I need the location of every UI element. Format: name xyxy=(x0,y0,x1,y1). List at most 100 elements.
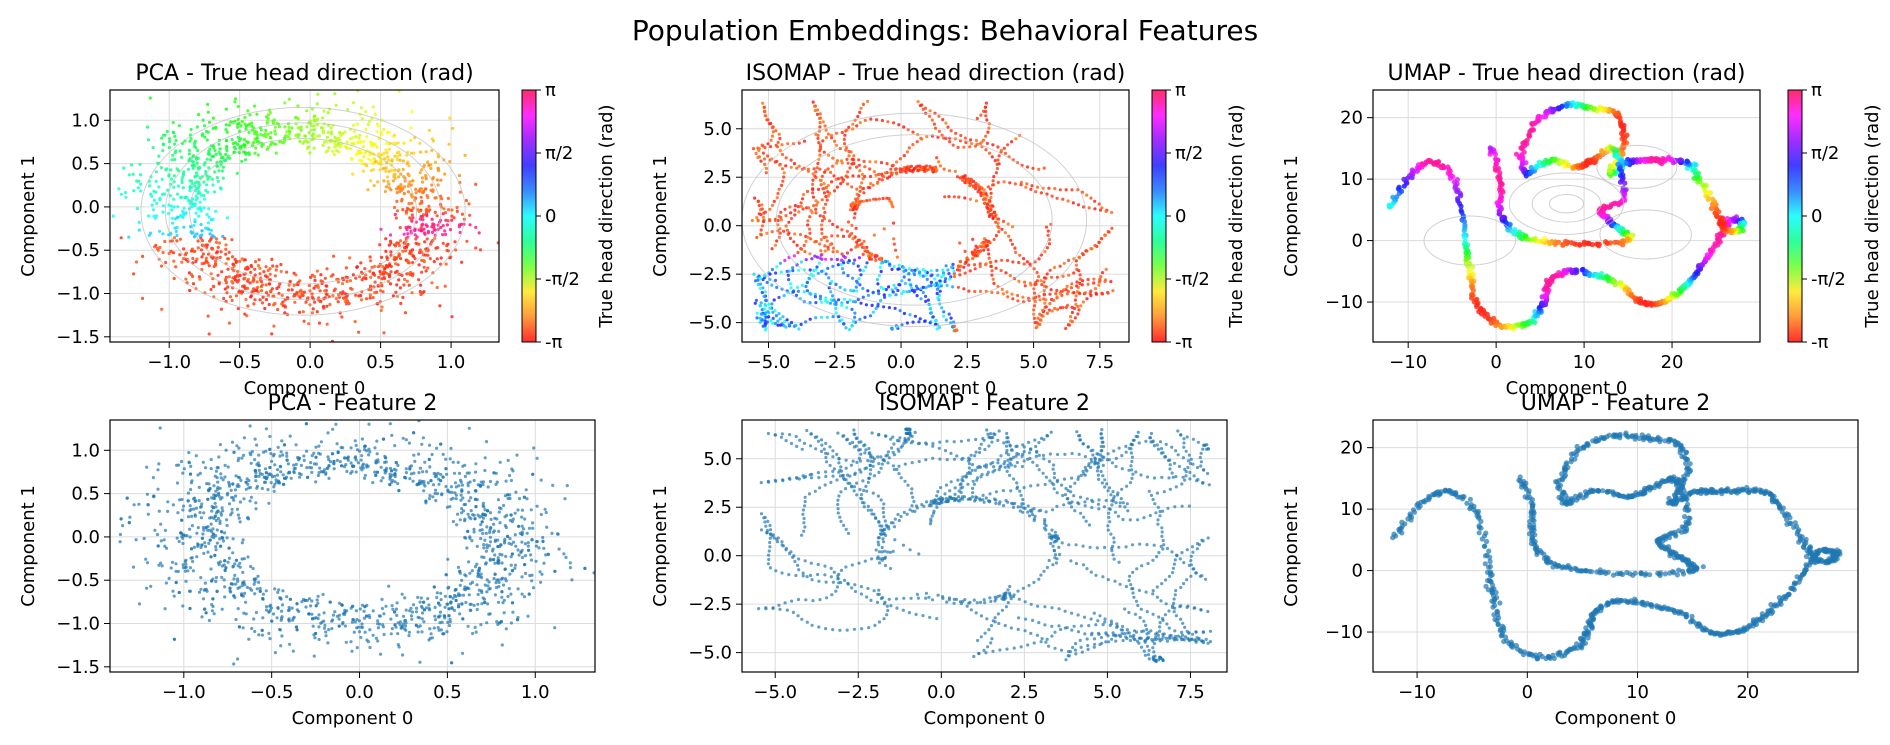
scatter-point xyxy=(1045,311,1049,315)
scatter-point xyxy=(264,298,268,302)
scatter-point xyxy=(212,190,217,194)
scatter-point xyxy=(193,164,197,168)
scatter-point xyxy=(381,270,386,274)
scatter-point xyxy=(407,174,411,178)
scatter-point xyxy=(207,207,211,211)
scatter-point xyxy=(202,180,206,184)
scatter-point xyxy=(932,283,936,287)
scatter-point xyxy=(334,297,338,301)
scatter-point xyxy=(201,118,205,122)
y-tick-label: 0.0 xyxy=(703,216,732,237)
axes-frame xyxy=(1372,89,1761,343)
scatter-point xyxy=(851,237,855,241)
scatter-point xyxy=(409,126,413,130)
scatter-point xyxy=(918,270,922,274)
scatter-point xyxy=(139,173,143,177)
scatter-point xyxy=(434,246,438,250)
scatter-point xyxy=(868,198,872,202)
scatter-point xyxy=(368,255,372,259)
scatter-point xyxy=(924,299,928,303)
scatter-point xyxy=(249,295,253,299)
scatter-point xyxy=(1022,262,1026,266)
scatter-point xyxy=(254,146,258,150)
scatter-point xyxy=(417,209,421,213)
scatter-point xyxy=(915,140,919,144)
scatter-point xyxy=(928,306,933,311)
scatter-point xyxy=(902,289,906,294)
scatter-point xyxy=(1470,287,1476,294)
scatter-point xyxy=(249,270,253,274)
scatter-point xyxy=(830,136,834,140)
scatter-point xyxy=(393,270,398,275)
scatter-point xyxy=(791,290,796,294)
scatter-point xyxy=(974,138,979,143)
scatter-point xyxy=(285,130,289,134)
scatter-point xyxy=(230,137,234,142)
scatter-point xyxy=(172,259,176,263)
scatter-point xyxy=(148,96,152,100)
scatter-point xyxy=(153,528,157,532)
scatter-point xyxy=(925,277,929,281)
scatter-point xyxy=(813,108,817,113)
scatter-point xyxy=(419,150,423,154)
scatter-point xyxy=(431,190,435,194)
scatter-point xyxy=(1003,151,1008,155)
scatter-point xyxy=(285,270,289,274)
scatter-point xyxy=(199,193,203,197)
scatter-point xyxy=(916,287,920,291)
scatter-point xyxy=(224,281,229,285)
scatter-point xyxy=(804,239,808,243)
scatter-point xyxy=(784,164,788,168)
scatter-point xyxy=(771,316,775,320)
scatter-point xyxy=(824,299,828,303)
scatter-point xyxy=(522,595,527,599)
grid-lines xyxy=(110,420,595,672)
scatter-point xyxy=(851,207,856,211)
scatter-point xyxy=(1083,291,1087,295)
scatter-point xyxy=(170,216,174,220)
scatter-point xyxy=(230,279,234,284)
scatter-point xyxy=(773,308,777,313)
scatter-point xyxy=(335,277,339,281)
scatter-point xyxy=(814,132,818,136)
scatter-point xyxy=(974,244,978,248)
scatter-point xyxy=(408,180,412,184)
scatter-point xyxy=(913,314,918,318)
scatter-point xyxy=(968,197,973,201)
scatter-point xyxy=(957,195,961,199)
scatter-point xyxy=(420,168,424,172)
scatter-point xyxy=(1519,144,1525,151)
scatter-point xyxy=(845,251,850,255)
scatter-point xyxy=(358,607,362,611)
panel-title: UMAP - True head direction (rad) xyxy=(1387,61,1745,86)
scatter-point xyxy=(194,211,198,215)
scatter-point xyxy=(926,298,931,302)
scatter-point xyxy=(397,278,401,282)
scatter-point xyxy=(214,240,219,244)
scatter-point xyxy=(341,290,345,294)
scatter-point xyxy=(274,151,278,155)
scatter-point xyxy=(341,296,346,300)
scatter-point xyxy=(224,123,228,127)
scatter-point xyxy=(511,517,515,521)
scatter-point xyxy=(409,208,413,212)
scatter-point xyxy=(396,141,400,145)
scatter-point xyxy=(848,208,853,212)
scatter-point xyxy=(420,250,424,254)
scatter-point xyxy=(1097,202,1101,206)
density-contours xyxy=(742,112,1088,327)
scatter-point xyxy=(186,198,190,202)
scatter-point xyxy=(807,276,811,280)
scatter-point xyxy=(322,626,327,630)
scatter-point xyxy=(403,311,408,315)
scatter-point xyxy=(1055,295,1059,299)
scatter-point xyxy=(383,266,387,270)
y-tick-label: 0.0 xyxy=(71,197,100,218)
scatter-point xyxy=(202,206,206,210)
scatter-point xyxy=(1014,137,1018,141)
scatter-point xyxy=(823,124,827,128)
scatter-point xyxy=(900,292,904,296)
scatter-point xyxy=(195,555,199,559)
scatter-point xyxy=(362,155,366,159)
scatter-point xyxy=(351,273,355,277)
